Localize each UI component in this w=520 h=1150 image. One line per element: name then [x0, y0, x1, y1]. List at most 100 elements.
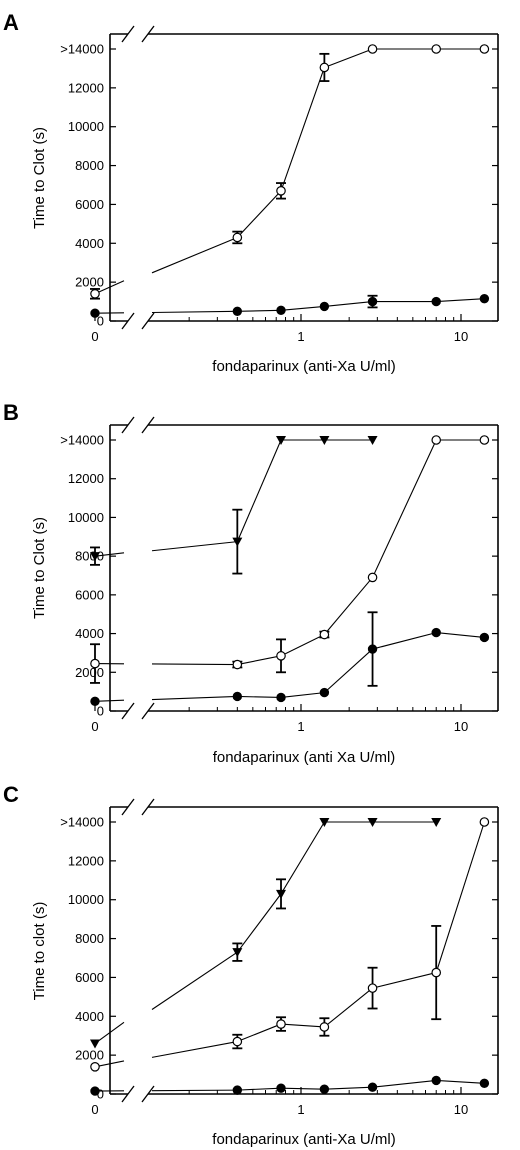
data-point-open-circle	[367, 572, 378, 583]
series-filled-circle	[90, 293, 490, 318]
panel-letter: C	[3, 782, 19, 807]
series-line-segment	[94, 1060, 125, 1068]
y-tick-label: 4000	[75, 626, 104, 641]
data-point-filled-circle	[431, 627, 441, 638]
panel-a: A 0 2000 4000 6000 8000 10000 12000 >14000 0 1 10 fo…	[3, 10, 499, 375]
data-point-filled-triangle	[319, 436, 330, 445]
series-line-segment	[237, 695, 282, 698]
series-line-segment	[372, 439, 437, 578]
x-axis-title: fondaparinux (anti Xa U/ml)	[213, 749, 396, 766]
data-point-open-circle	[232, 659, 243, 670]
series-line-segment	[236, 190, 282, 238]
series-line-segment	[280, 821, 325, 895]
x-tick-label: 0	[91, 329, 98, 344]
series-line-segment	[324, 48, 373, 68]
y-axis-title: Time to Clot (s)	[31, 127, 48, 229]
y-axis-title: Time to Clot (s)	[31, 517, 48, 619]
series-line-segment	[280, 634, 325, 657]
data-point-filled-circle	[90, 308, 100, 318]
axis-break-mark	[121, 1085, 135, 1103]
series-line-segment	[237, 655, 282, 666]
y-tick-label: 10000	[68, 119, 104, 134]
data-point-open-circle	[479, 435, 490, 445]
y-tick-label: 4000	[75, 236, 104, 251]
series-line-segment	[372, 972, 437, 989]
series-line-segment	[324, 648, 373, 694]
y-tick-label: 12000	[68, 853, 104, 868]
x-tick-label: 10	[454, 329, 468, 344]
data-point-filled-circle	[431, 296, 441, 307]
y-tick-label: 4000	[75, 1009, 104, 1024]
data-point-open-circle	[232, 232, 243, 243]
data-point-filled-triangle	[276, 436, 287, 445]
series-filled-circle	[90, 1075, 490, 1096]
axis-break-mark	[141, 416, 155, 434]
data-point-filled-circle	[367, 644, 378, 654]
data-point-filled-triangle	[90, 1039, 100, 1049]
series-line-segment	[323, 577, 373, 635]
data-point-filled-circle	[232, 1085, 243, 1095]
y-tick-label: 8000	[75, 931, 104, 946]
axis-break-mark	[121, 416, 135, 434]
series-line-segment	[280, 1023, 325, 1028]
data-point-filled-circle	[90, 1086, 100, 1096]
data-point-filled-circle	[479, 293, 490, 304]
panel-letter: A	[3, 10, 19, 35]
data-point-open-circle	[276, 651, 286, 661]
x-axis-title: fondaparinux (anti-Xa U/ml)	[212, 1131, 395, 1148]
data-point-open-circle	[479, 44, 490, 54]
data-point-open-circle	[276, 1019, 286, 1029]
data-point-filled-circle	[232, 306, 243, 316]
series-line-segment	[151, 236, 238, 274]
data-point-filled-triangle	[276, 889, 287, 899]
axis-break-mark	[141, 798, 155, 816]
series-line-segment	[237, 1023, 282, 1043]
series-open-circle	[90, 817, 490, 1072]
series-line-segment	[280, 305, 325, 311]
panel-c: C 0 2000 4000 6000 8000 10000 12000 >14000 0 1 10 fo…	[3, 782, 499, 1148]
data-point-filled-triangle	[431, 818, 442, 827]
series-line-segment	[280, 692, 325, 698]
y-tick-label: >14000	[60, 433, 104, 448]
series-line-segment	[324, 1086, 373, 1090]
data-point-filled-triangle	[367, 436, 378, 445]
y-tick-label: 12000	[68, 80, 104, 95]
x-axis-title: fondaparinux (anti-Xa U/ml)	[212, 358, 395, 375]
data-point-filled-circle	[276, 692, 286, 703]
series-line-segment	[236, 439, 282, 542]
data-point-filled-triangle	[232, 537, 243, 547]
x-tick-label: 1	[297, 719, 304, 734]
series-line-segment	[372, 1079, 437, 1088]
y-tick-label: 6000	[75, 970, 104, 985]
y-tick-label: 0	[97, 704, 104, 719]
series-filled-triangle-down	[90, 436, 378, 575]
series-line-segment	[94, 1021, 125, 1044]
series-line-segment	[151, 663, 238, 666]
series-line-segment	[151, 951, 238, 1010]
x-tick-label: 1	[297, 329, 304, 344]
data-point-open-circle	[431, 44, 442, 54]
axis-break-mark	[121, 798, 135, 816]
axis-break-mark	[121, 702, 135, 720]
series-line-segment	[372, 632, 437, 650]
data-point-filled-circle	[232, 691, 243, 702]
series-line-segment	[94, 552, 125, 557]
data-point-open-circle	[431, 435, 442, 445]
data-point-open-circle	[367, 44, 378, 54]
y-tick-label: 10000	[68, 892, 104, 907]
y-tick-label: 12000	[68, 471, 104, 486]
series-filled-triangle-down	[90, 818, 442, 1049]
data-point-open-circle	[319, 1022, 330, 1032]
data-point-open-circle	[90, 288, 100, 299]
y-tick-label: 6000	[75, 197, 104, 212]
data-point-filled-triangle	[319, 818, 330, 827]
series-open-circle	[90, 435, 490, 684]
data-point-filled-triangle	[232, 948, 243, 958]
data-point-filled-circle	[319, 687, 330, 698]
data-point-open-circle	[276, 186, 286, 196]
series-line-segment	[151, 1041, 238, 1058]
y-tick-label: >14000	[60, 815, 104, 830]
y-tick-label: >14000	[60, 42, 104, 57]
axis-break-mark	[141, 1085, 155, 1103]
